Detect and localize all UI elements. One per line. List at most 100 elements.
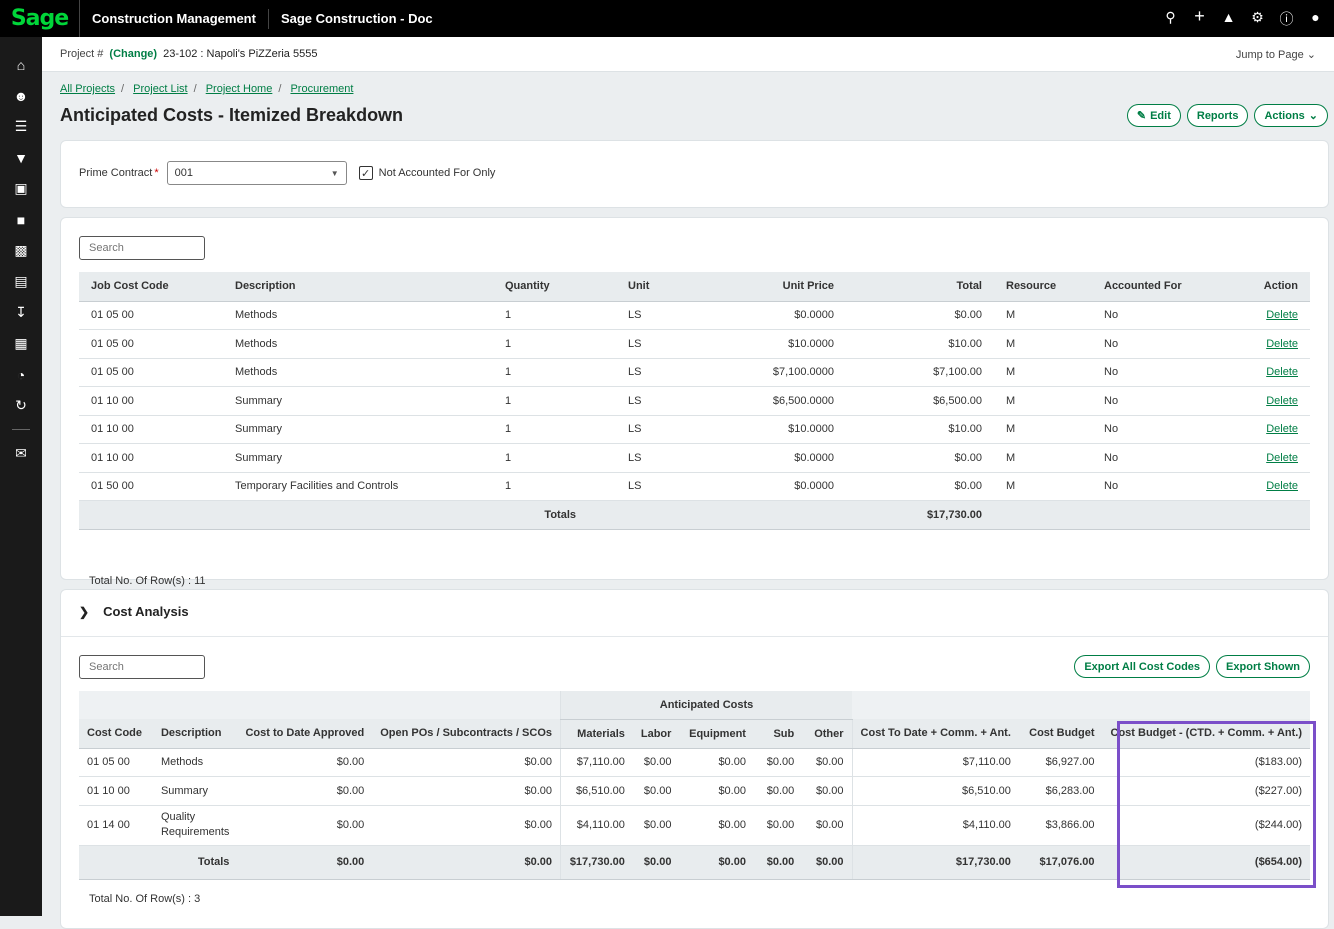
cell-quantity: 1 <box>493 329 616 359</box>
delete-link[interactable]: Delete <box>1266 337 1298 350</box>
jump-to-page-menu[interactable]: Jump to Page ⌄ <box>1235 48 1316 61</box>
totals-row: Totals $0.00 $0.00 $17,730.00 $0.00 $0.0… <box>79 845 1310 880</box>
cost-analysis-title: Cost Analysis <box>103 604 189 619</box>
cell-accounted: No <box>1092 329 1230 359</box>
export-shown-button[interactable]: Export Shown <box>1216 655 1310 678</box>
cell-sub: $0.00 <box>753 748 803 777</box>
cost-analysis-toggle[interactable]: ❯ Cost Analysis <box>79 604 189 619</box>
delete-link[interactable]: Delete <box>1266 480 1298 493</box>
cell-quantity: 1 <box>493 301 616 330</box>
col-accounted-for[interactable]: Accounted For <box>1092 272 1230 302</box>
col-action: Action <box>1230 272 1310 302</box>
actions-button[interactable]: Actions ⌄ <box>1254 104 1328 127</box>
not-accounted-checkbox[interactable]: ✓ <box>358 166 373 180</box>
cell-unit: LS <box>616 443 706 473</box>
briefcase-icon[interactable]: ■ <box>16 211 26 228</box>
breadcrumb-procurement[interactable]: Procurement <box>290 83 354 95</box>
breadcrumb-project-home[interactable]: Project Home <box>205 83 273 95</box>
table-row: 01 10 00 Summary 1 LS $6,500.0000 $6,500… <box>79 386 1310 416</box>
gear-icon[interactable]: ⚙ <box>1251 8 1264 25</box>
search-icon[interactable]: ⚲ <box>1165 8 1176 25</box>
col-unit-price[interactable]: Unit Price <box>706 272 846 302</box>
truck-icon[interactable]: ▩ <box>14 242 28 258</box>
calculator-icon[interactable]: ▦ <box>14 335 28 351</box>
col-description[interactable]: Description <box>152 719 238 749</box>
delete-link[interactable]: Delete <box>1266 309 1298 322</box>
building-icon[interactable]: ▣ <box>14 180 28 196</box>
col-cost-code[interactable]: Cost Code <box>79 719 153 749</box>
change-project-link[interactable]: (Change) <box>109 48 158 60</box>
cell-accounted: No <box>1092 472 1230 501</box>
id-card-icon[interactable]: ▤ <box>14 273 28 289</box>
cell-ctd: $0.00 <box>237 805 373 846</box>
cell-quantity: 1 <box>493 443 616 473</box>
total-labor: $0.00 <box>632 845 680 880</box>
delete-link[interactable]: Delete <box>1266 394 1298 407</box>
feedback-icon[interactable]: ✉ <box>15 445 27 461</box>
col-job-cost-code[interactable]: Job Cost Code <box>79 272 223 302</box>
sage-logo[interactable]: Sage <box>0 0 80 37</box>
col-other[interactable]: Other <box>802 719 853 749</box>
delete-link[interactable]: Delete <box>1266 366 1298 379</box>
home-icon[interactable]: ⌂ <box>16 56 26 73</box>
col-resource[interactable]: Resource <box>994 272 1092 302</box>
col-labor[interactable]: Labor <box>632 719 680 749</box>
edit-button[interactable]: ✎ Edit <box>1126 104 1181 127</box>
database-icon[interactable]: ☰ <box>14 118 28 134</box>
cell-code: 01 05 00 <box>79 358 223 387</box>
cell-description: Temporary Facilities and Controls <box>223 472 493 501</box>
col-unit[interactable]: Unit <box>616 272 706 302</box>
cell-code: 01 05 00 <box>79 329 223 359</box>
cell-equipment: $0.00 <box>679 748 754 777</box>
user-icon[interactable]: ● <box>1311 8 1320 25</box>
delete-link[interactable]: Delete <box>1266 423 1298 436</box>
cell-budget: $6,283.00 <box>1018 776 1103 806</box>
cost-analysis-search-input[interactable] <box>79 655 205 679</box>
export-all-cost-codes-button[interactable]: Export All Cost Codes <box>1074 655 1211 678</box>
not-accounted-label: Not Accounted For Only <box>378 167 496 179</box>
reports-button[interactable]: Reports <box>1186 104 1249 127</box>
cell-budget: $3,866.00 <box>1018 805 1103 846</box>
prime-contract-select[interactable]: 001 ▼ <box>166 161 347 185</box>
help-icon[interactable]: ⓘ <box>1279 10 1294 27</box>
plus-icon[interactable]: + <box>1194 5 1205 26</box>
cell-other: $0.00 <box>802 748 853 777</box>
download-icon[interactable]: ↧ <box>15 304 27 320</box>
table-row: 01 05 00 Methods 1 LS $10.0000 $10.00 M … <box>79 329 1310 359</box>
filter-icon[interactable]: ▼ <box>14 149 28 166</box>
top-bar: Sage Construction Management Sage Constr… <box>0 0 1334 37</box>
bell-icon[interactable]: ▲ <box>1221 8 1236 25</box>
cell-code: 01 50 00 <box>79 472 223 501</box>
project-name: 23-102 : Napoli's PiZZeria 5555 <box>163 48 318 60</box>
items-search-input[interactable] <box>79 236 205 260</box>
breadcrumb-all-projects[interactable]: All Projects <box>60 83 116 95</box>
section-divider <box>61 636 1328 637</box>
cell-equipment: $0.00 <box>679 776 754 806</box>
cell-labor: $0.00 <box>632 776 680 806</box>
table-row: 01 14 00 Quality Requirements $0.00 $0.00… <box>79 805 1310 846</box>
people-icon[interactable]: ☻ <box>13 87 29 104</box>
pie-chart-icon[interactable]: ◔ <box>16 366 26 383</box>
col-cost-budget[interactable]: Cost Budget <box>1018 719 1103 749</box>
cell-unit: LS <box>616 386 706 416</box>
col-quantity[interactable]: Quantity <box>493 272 616 302</box>
filter-card: Prime Contract * 001 ▼ ✓ Not Accounted Fo… <box>60 140 1329 208</box>
col-sub[interactable]: Sub <box>753 719 803 749</box>
sync-icon[interactable]: ↻ <box>15 397 27 413</box>
col-description[interactable]: Description <box>223 272 493 302</box>
breadcrumb-project-list[interactable]: Project List <box>133 83 188 95</box>
total-ctd-comm: $17,730.00 <box>851 845 1019 880</box>
prime-contract-label: Prime Contract * <box>79 167 159 179</box>
chevron-right-icon: ❯ <box>79 604 90 619</box>
delete-link[interactable]: Delete <box>1266 451 1298 464</box>
cell-code: 01 10 00 <box>79 415 223 444</box>
col-ctd-comm-ant[interactable]: Cost To Date + Comm. + Ant. <box>851 719 1019 749</box>
col-total[interactable]: Total <box>846 272 994 302</box>
total-other: $0.00 <box>802 845 853 880</box>
col-cost-to-date-approved[interactable]: Cost to Date Approved <box>237 719 373 749</box>
col-open-pos[interactable]: Open POs / Subcontracts / SCOs <box>372 719 561 749</box>
cell-resource: M <box>994 329 1092 359</box>
col-equipment[interactable]: Equipment <box>679 719 754 749</box>
cell-unit-price: $6,500.0000 <box>706 386 846 416</box>
col-materials[interactable]: Materials <box>560 719 633 749</box>
